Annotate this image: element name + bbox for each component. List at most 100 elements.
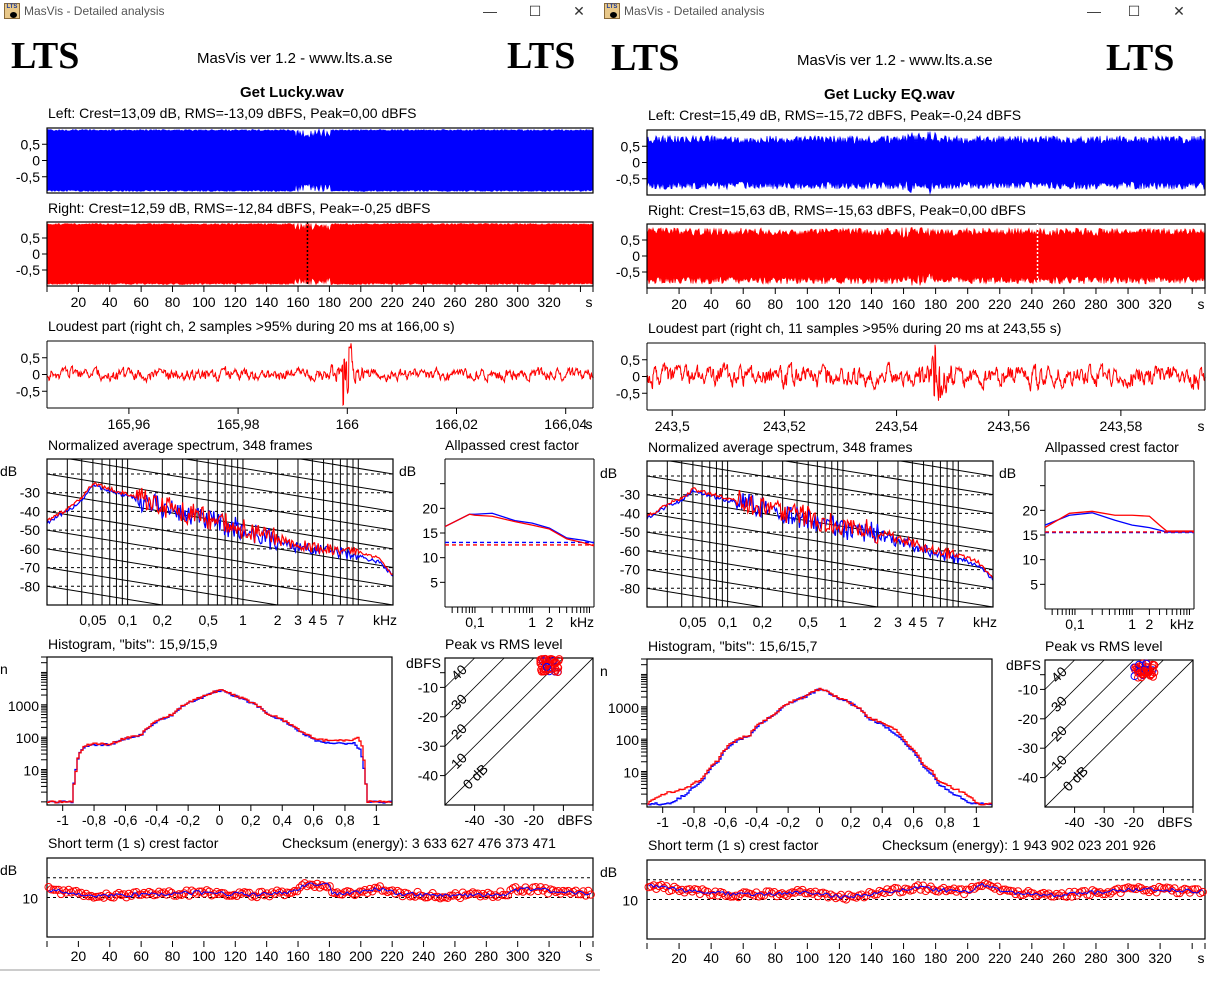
y-tick-label: 10 (622, 893, 638, 909)
x-tick-label: -0,8 (82, 812, 106, 828)
y-axis-label: dBFS (1006, 657, 1041, 673)
x-tick-label: 100 (796, 950, 820, 966)
x-tick-label: 0,2 (241, 812, 261, 828)
x-tick-label: 200 (956, 296, 980, 312)
peak-rms-point (1148, 660, 1157, 669)
y-tick-label: -20 (418, 709, 438, 725)
y-tick-label: 10 (422, 550, 438, 566)
maximize-button[interactable]: ☐ (528, 3, 542, 19)
right-channel-spectrum (47, 481, 393, 576)
y-tick-label: 10 (23, 763, 39, 779)
x-tick-label: 120 (828, 296, 852, 312)
x-tick-label: 2 (874, 614, 882, 630)
crest-point (759, 891, 769, 900)
crest-point (1098, 890, 1107, 899)
crest-point (883, 885, 892, 894)
crest-point (109, 893, 118, 902)
peak-rms-point (552, 658, 561, 667)
crest-line-label: 30 (1048, 693, 1070, 715)
x-unit-label: kHz (570, 614, 594, 630)
x-tick-label: 320 (1148, 296, 1172, 312)
y-tick-label: -40 (1018, 770, 1038, 786)
x-unit-label: s (1198, 418, 1205, 434)
x-tick-label: -20 (524, 812, 544, 828)
x-tick-label: 165,98 (217, 416, 260, 432)
spectrum-chart: dB-30 -40 -50 -60 -70 -80 0,05 0,1 0,2 0,5 1 2 3 4 5 7 k… (0, 458, 397, 628)
y-tick-label: 100 (616, 732, 640, 748)
x-tick-label: -20 (1124, 814, 1144, 830)
x-tick-label: 240 (412, 294, 436, 310)
crest-point (182, 886, 191, 895)
crest-point (355, 887, 364, 896)
y-axis-label: dB (0, 463, 17, 479)
histogram-chart: n 1000 100 10 -1 -0,8 -0,6 -0,4 -0,2 0 0,2 0,4 0,6 0,… (0, 656, 393, 828)
x-tick-label: 60 (735, 296, 751, 312)
version-label: MasVis ver 1.2 - www.lts.a.se (197, 50, 393, 67)
left-channel-stats: Left: Crest=13,09 dB, RMS=-13,09 dBFS, P… (48, 105, 417, 121)
y-tick-label: -0,5 (616, 171, 640, 187)
crest-point (403, 889, 412, 898)
peak-rms-point (1148, 672, 1157, 681)
peak-rms-point (542, 662, 551, 671)
x-tick-label: 240 (1020, 950, 1044, 966)
crest-point (443, 893, 452, 903)
slope-reference-line (647, 550, 993, 607)
slope-reference-line (47, 529, 393, 587)
crest-point (82, 889, 91, 898)
x-tick-label: 80 (165, 294, 181, 310)
x-tick-label: 2 (1146, 616, 1154, 632)
x-tick-label: 243,56 (987, 418, 1030, 434)
x-tick-label: 0,6 (304, 812, 324, 828)
slope-reference-line (47, 567, 281, 605)
slope-reference-line (47, 548, 393, 605)
lts-logo-left: LTS (11, 35, 80, 77)
peak-rms-point (1133, 664, 1142, 673)
y-tick-label: -30 (620, 487, 640, 503)
x-tick-label: 280 (475, 948, 499, 964)
crest-point (749, 891, 758, 900)
x-tick-label: 320 (537, 948, 561, 964)
left-channel-crest-line (648, 882, 1203, 900)
x-tick-label: 80 (767, 950, 783, 966)
spectrum-label: Normalized average spectrum, 348 frames (648, 439, 913, 455)
window-title: MasVis - Detailed analysis (624, 4, 765, 18)
right-channel-stats: Right: Crest=12,59 dB, RMS=-12,84 dBFS, … (48, 200, 431, 216)
x-tick-label: -0,2 (776, 814, 800, 830)
y-tick-label: -40 (418, 768, 438, 784)
spectrum-chart: dB-30 -40 -50 -60 -70 -80 0,05 0,1 0,2 0,5 1 2 3 4 5 7 k… (600, 460, 997, 630)
x-tick-label: -0,2 (176, 812, 200, 828)
crest-point (581, 891, 590, 900)
minimize-button[interactable]: — (483, 3, 497, 19)
y-tick-label: 0,5 (621, 138, 641, 154)
crest-reference-line (445, 658, 593, 805)
right-channel-stats: Right: Crest=15,63 dB, RMS=-15,63 dBFS, … (648, 202, 1026, 218)
crest-point (688, 887, 697, 896)
title-bar[interactable]: LTS MasVis - Detailed analysis — ☐ ✕ (600, 0, 1212, 24)
crest-point (1137, 884, 1146, 893)
slope-reference-line (647, 531, 993, 589)
crest-line-label: 10 (448, 749, 470, 771)
x-tick-label: 0,4 (272, 812, 292, 828)
crest-point (924, 884, 933, 894)
x-tick-label: 243,54 (875, 418, 918, 434)
plot-frame (646, 460, 994, 608)
crest-point (438, 893, 447, 902)
short-term-crest-label: Short term (1 s) crest factor (648, 837, 819, 853)
y-axis-label: dBFS (406, 655, 441, 671)
loudest-part-label: Loudest part (right ch, 11 samples >95% … (648, 320, 1062, 336)
peak-rms-point (1150, 668, 1159, 677)
y-tick-label: 0,5 (621, 352, 641, 368)
minimize-button[interactable]: — (1087, 3, 1101, 19)
maximize-button[interactable]: ☐ (1127, 3, 1141, 19)
x-tick-label: 0,05 (679, 614, 706, 630)
x-tick-label: 260 (443, 948, 467, 964)
title-bar[interactable]: LTS MasVis - Detailed analysis — ☐ ✕ (0, 0, 600, 24)
allpass-label: Allpassed crest factor (445, 437, 579, 453)
crest-reference-line (1045, 660, 1135, 749)
crest-point (556, 889, 565, 898)
x-tick-label: 0,1 (1065, 616, 1085, 632)
x-tick-label: 165,96 (107, 416, 150, 432)
close-button[interactable]: ✕ (1173, 3, 1185, 19)
close-button[interactable]: ✕ (573, 3, 585, 19)
